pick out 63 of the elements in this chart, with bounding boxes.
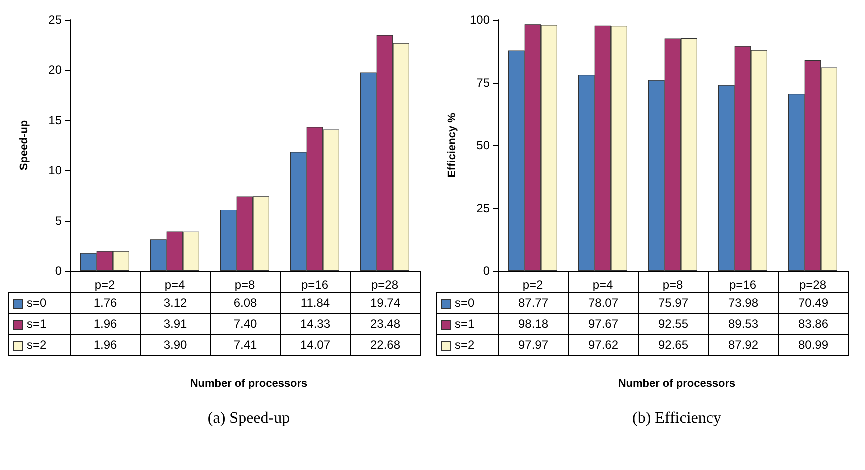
x-tick-label: p=4 [592,278,614,292]
data-label: 97.62 [568,334,638,356]
data-label: 14.33 [280,314,350,334]
legend-label: s=1 [436,314,498,334]
x-tick-label: p=8 [662,278,684,292]
y-axis-title: Speed-up [18,120,30,171]
x-tick-label: p=8 [234,278,256,292]
x-tick-label: p=28 [371,278,399,292]
legend-label: s=2 [436,334,498,356]
x-tick-label: p=28 [799,278,827,292]
data-label: 1.96 [70,314,140,334]
x-tick-label: p=16 [729,278,757,292]
legend-label: s=1 [8,314,70,334]
legend-label: s=2 [8,334,70,356]
y-tick-label: 0 [55,264,62,278]
x-tick-label: p=16 [301,278,329,292]
x-tick-label: p=2 [522,278,544,292]
data-label: 3.90 [140,334,210,356]
data-label: 92.55 [638,314,708,334]
data-label: 22.68 [350,334,420,356]
data-label: 97.67 [568,314,638,334]
data-label: 89.53 [708,314,778,334]
data-label: 19.74 [350,292,420,314]
data-label: 3.91 [140,314,210,334]
text: (a) Speed-up [206,410,292,428]
data-label: 92.65 [638,334,708,356]
data-label: 23.48 [350,314,420,334]
y-axis-title: Efficiency % [446,112,458,178]
data-label: 80.99 [778,334,848,356]
data-label: 73.98 [708,292,778,314]
y-tick-label: 20 [48,63,62,78]
data-label: 1.76 [70,292,140,314]
y-tick-label: 25 [476,201,490,216]
y-tick-label: 75 [476,76,490,90]
data-label: 87.77 [498,292,568,314]
y-tick-label: 0 [483,264,490,278]
legend-label: s=0 [436,292,498,314]
data-label: 83.86 [778,314,848,334]
data-label: 7.41 [210,334,280,356]
y-tick-label: 100 [470,13,490,27]
y-tick-label: 5 [55,214,62,228]
data-label: 7.40 [210,314,280,334]
y-tick-label: 10 [48,164,62,178]
data-label: 87.92 [708,334,778,356]
x-tick-label: p=2 [94,278,116,292]
y-tick-label: 50 [476,138,490,152]
data-label: 14.07 [280,334,350,356]
x-axis-title: Number of processors [189,378,309,390]
y-tick-label: 15 [48,113,62,128]
legend-label: s=0 [8,292,70,314]
data-label: 11.84 [280,292,350,314]
data-label: 75.97 [638,292,708,314]
data-label: 98.18 [498,314,568,334]
data-label: 97.97 [498,334,568,356]
data-label: 3.12 [140,292,210,314]
y-tick-label: 25 [48,13,62,27]
data-label: 78.07 [568,292,638,314]
data-label: 70.49 [778,292,848,314]
data-label: 1.96 [70,334,140,356]
x-axis-title: Number of processors [617,378,737,390]
data-label: 6.08 [210,292,280,314]
x-tick-label: p=4 [164,278,186,292]
text: (b) Efficiency [632,410,722,428]
